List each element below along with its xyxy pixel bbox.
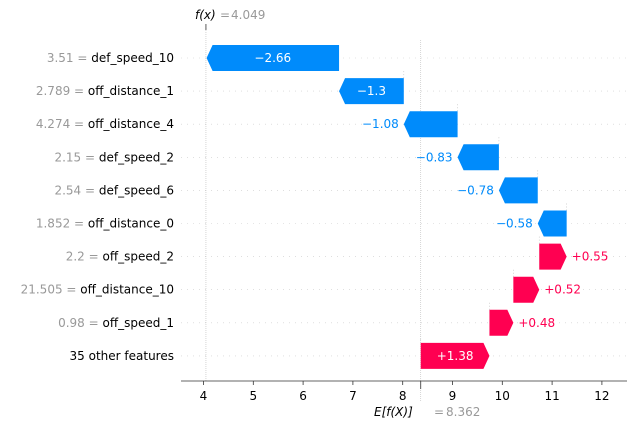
waterfall-bar-negative [403, 111, 458, 138]
bar-value-label: −0.83 [416, 150, 453, 164]
feature-value: 0.98 = [58, 316, 102, 330]
bar-value-label: −0.58 [496, 217, 533, 231]
feature-label: 2.15 = def_speed_2 [54, 150, 174, 164]
feature-name: def_speed_2 [99, 150, 174, 164]
bars-layer: −2.66 −1.3 −1.08 −0.83 −0.78 −0.58 +0.55 +0.52 +… [206, 45, 609, 369]
x-tick-label: 12 [594, 389, 609, 403]
feature-name: off_speed_1 [103, 316, 175, 330]
feature-label: 3.51 = def_speed_10 [47, 51, 174, 65]
feature-value: 2.15 = [54, 150, 98, 164]
feature-name: def_speed_6 [99, 183, 174, 197]
waterfall-bar-negative [339, 78, 404, 105]
base-equals: = [434, 405, 444, 419]
waterfall-bar-positive [513, 276, 540, 303]
bar-value-label: −1.3 [357, 84, 386, 98]
feature-label: 1.852 = off_distance_0 [36, 217, 174, 231]
waterfall-bar-negative [457, 144, 499, 171]
feature-value: 4.274 = [36, 117, 88, 131]
feature-name: 35 other features [70, 349, 174, 363]
bar-value-label: −0.78 [457, 183, 494, 197]
feature-name: off_distance_1 [88, 84, 174, 98]
feature-labels: 3.51 = def_speed_10 2.789 = off_distance_… [21, 51, 174, 363]
bar-value-label: +0.52 [544, 283, 581, 297]
feature-name: off_distance_4 [88, 117, 174, 131]
waterfall-bar-negative [498, 177, 538, 204]
waterfall-bar-positive [420, 342, 490, 369]
feature-label: 2.789 = off_distance_1 [36, 84, 174, 98]
bar-value-label: +0.48 [518, 316, 555, 330]
x-tick-label: 6 [299, 389, 307, 403]
x-tick-label: 10 [495, 389, 510, 403]
fx-label: f(x) [195, 8, 216, 22]
feature-label: 4.274 = off_distance_4 [36, 117, 174, 131]
base-value: 8.362 [446, 405, 480, 419]
fx-equals: = [220, 8, 230, 22]
feature-label: 2.2 = off_speed_2 [66, 250, 174, 264]
x-tick-label: 8 [399, 389, 407, 403]
bar-value-label: +1.38 [437, 349, 474, 363]
feature-value: 2.2 = [66, 250, 103, 264]
feature-label: 0.98 = off_speed_1 [58, 316, 174, 330]
base-annotation: E[f(X)] = 8.362 [374, 381, 480, 419]
waterfall-bar-positive [539, 243, 567, 270]
feature-name: off_distance_10 [80, 283, 174, 297]
feature-name: off_speed_2 [103, 250, 175, 264]
waterfall-bar-positive [489, 309, 514, 336]
feature-label: 35 other features [70, 349, 174, 363]
x-tick-label: 9 [449, 389, 457, 403]
bar-value-label: −1.08 [362, 117, 399, 131]
feature-label: 21.505 = off_distance_10 [21, 283, 174, 297]
fx-value: 4.049 [231, 8, 265, 22]
feature-value: 3.51 = [47, 51, 91, 65]
feature-label: 2.54 = def_speed_6 [54, 183, 174, 197]
feature-value: 1.852 = [36, 217, 88, 231]
waterfall-bar-negative [537, 210, 567, 237]
feature-name: off_distance_0 [88, 217, 174, 231]
x-tick-label: 4 [200, 389, 208, 403]
bar-value-label: −2.66 [254, 51, 291, 65]
x-tick-label: 11 [544, 389, 559, 403]
base-label: E[f(X)] [374, 405, 413, 419]
feature-value: 21.505 = [21, 283, 81, 297]
bar-value-label: +0.55 [572, 250, 609, 264]
fx-annotation: f(x) 4.049 = [195, 8, 265, 30]
x-tick-label: 7 [349, 389, 357, 403]
x-axis: 4 5 6 7 8 9 10 11 12 [181, 380, 627, 403]
feature-name: def_speed_10 [91, 51, 174, 65]
x-tick-label: 5 [249, 389, 257, 403]
feature-value: 2.789 = [36, 84, 88, 98]
waterfall-bar-negative [206, 45, 340, 71]
feature-value: 2.54 = [54, 183, 98, 197]
